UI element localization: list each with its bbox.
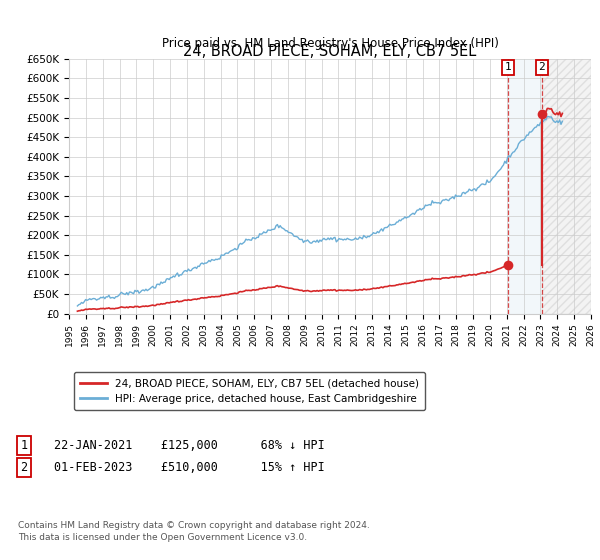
Text: 1: 1 — [505, 62, 511, 72]
Bar — [508, 59, 542, 314]
Title: 24, BROAD PIECE, SOHAM, ELY, CB7 5EL: 24, BROAD PIECE, SOHAM, ELY, CB7 5EL — [184, 44, 476, 59]
Text: 1: 1 — [20, 438, 28, 452]
Text: Price paid vs. HM Land Registry's House Price Index (HPI): Price paid vs. HM Land Registry's House … — [161, 37, 499, 50]
Text: 01-FEB-2023    £510,000      15% ↑ HPI: 01-FEB-2023 £510,000 15% ↑ HPI — [54, 461, 325, 474]
Text: 22-JAN-2021    £125,000      68% ↓ HPI: 22-JAN-2021 £125,000 68% ↓ HPI — [54, 438, 325, 452]
Text: Contains HM Land Registry data © Crown copyright and database right 2024.
This d: Contains HM Land Registry data © Crown c… — [18, 521, 370, 542]
Legend: 24, BROAD PIECE, SOHAM, ELY, CB7 5EL (detached house), HPI: Average price, detac: 24, BROAD PIECE, SOHAM, ELY, CB7 5EL (de… — [74, 372, 425, 410]
Text: 2: 2 — [538, 62, 545, 72]
Text: 2: 2 — [20, 461, 28, 474]
Bar — [542, 59, 591, 314]
